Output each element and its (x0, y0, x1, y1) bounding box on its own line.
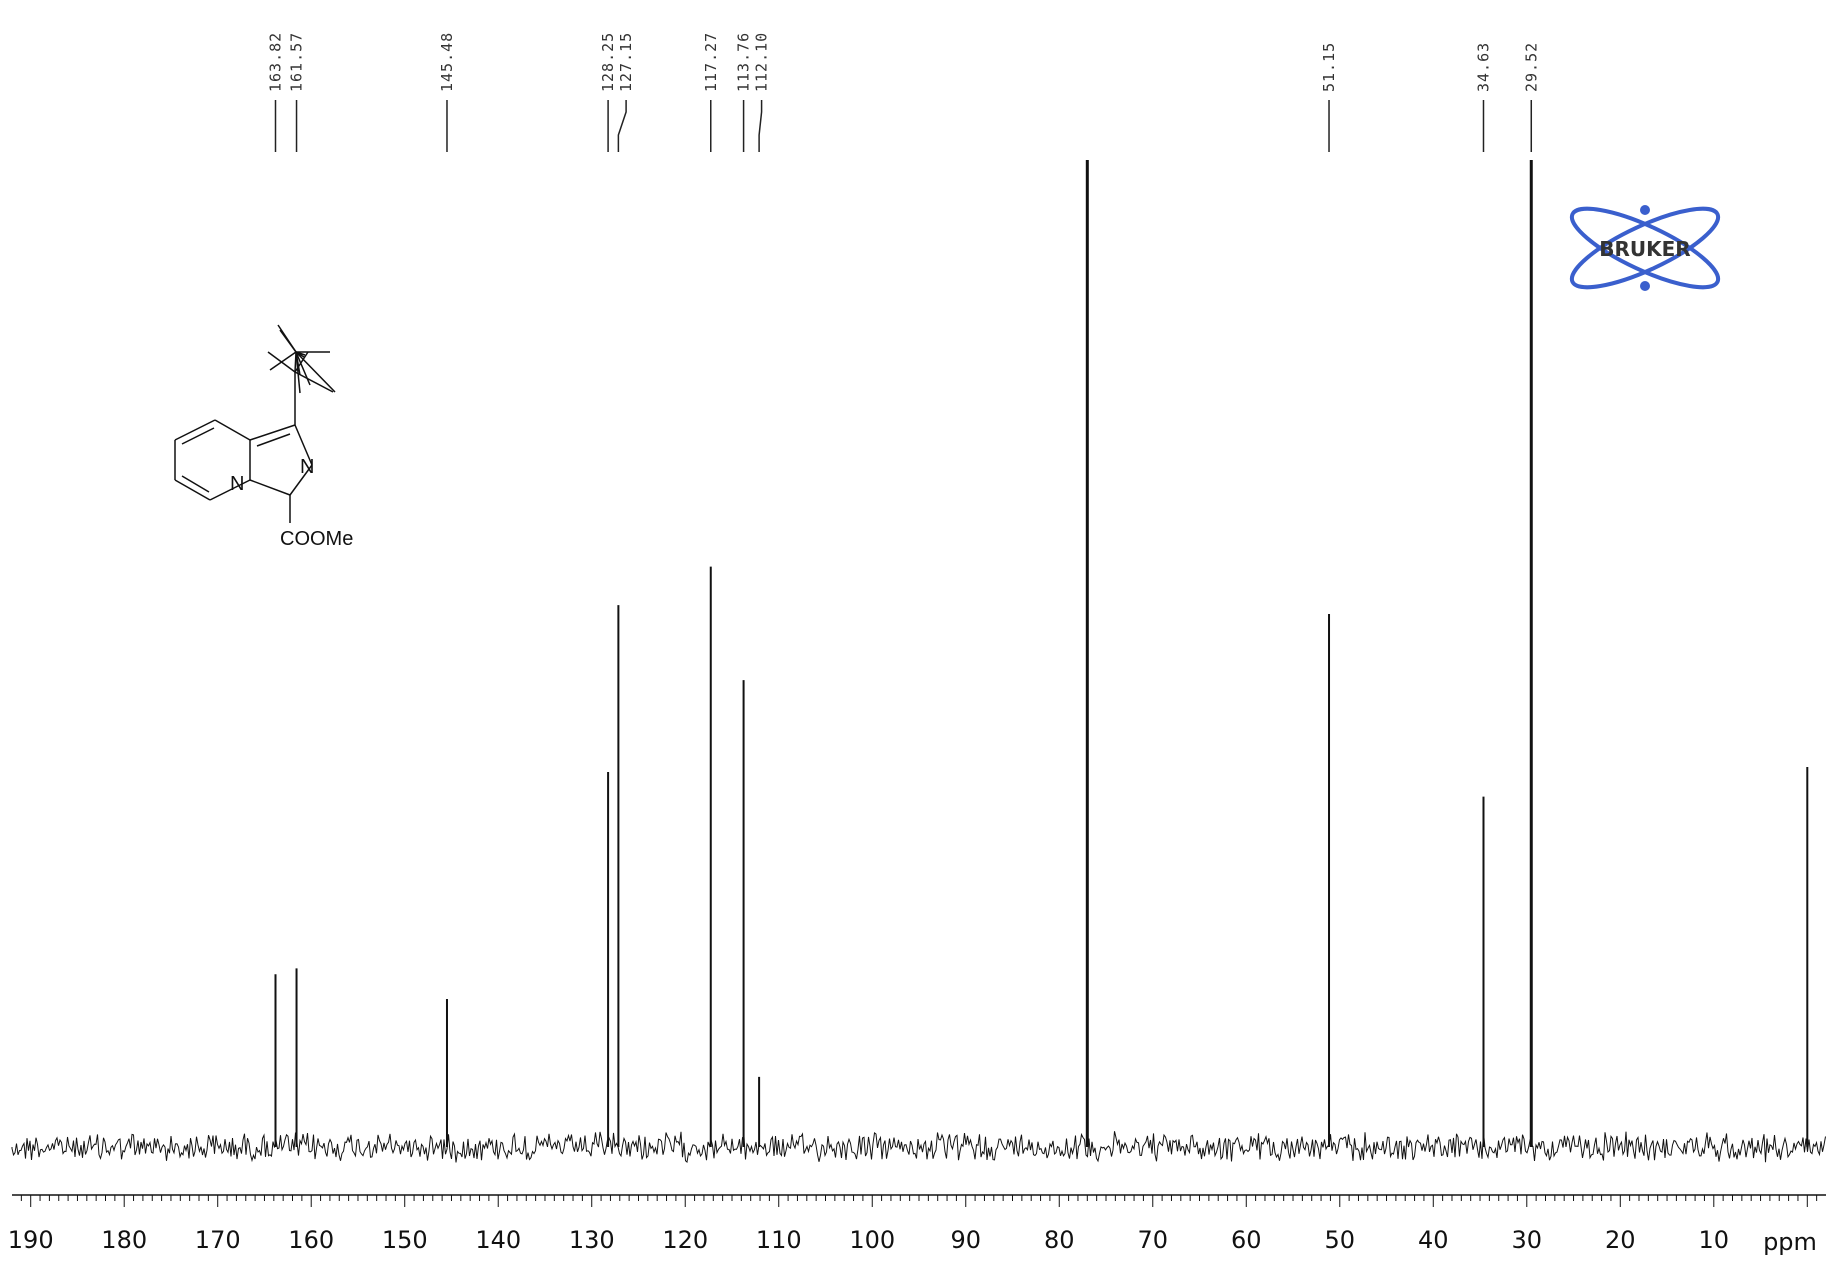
x-tick-label: 10 (1699, 1226, 1730, 1254)
peak-label: 161.57 (288, 32, 306, 92)
ring-n-label: N (300, 456, 314, 478)
peak-label: 163.82 (266, 32, 284, 92)
peak-label: 113.76 (735, 32, 753, 92)
ester-substituent-label: COOMe (280, 528, 353, 550)
peak-label: 34.63 (1474, 42, 1492, 92)
peak-label: 29.52 (1522, 42, 1540, 92)
peak-label: 145.48 (438, 32, 456, 92)
x-tick-label: 40 (1418, 1226, 1449, 1254)
x-tick-label: 20 (1605, 1226, 1636, 1254)
x-tick-label: 80 (1044, 1226, 1075, 1254)
peak-label: 127.15 (617, 32, 635, 92)
x-tick-label: 30 (1512, 1226, 1543, 1254)
x-tick-label: 50 (1324, 1226, 1355, 1254)
x-tick-label: 110 (756, 1226, 802, 1254)
x-tick-label: 150 (382, 1226, 428, 1254)
bruker-logo: BRUKER (1569, 205, 1721, 291)
bridge-n-label: N (230, 473, 244, 495)
x-tick-label: 120 (662, 1226, 708, 1254)
x-tick-label: 160 (288, 1226, 334, 1254)
x-tick-label: 60 (1231, 1226, 1262, 1254)
x-tick-label: 130 (569, 1226, 615, 1254)
x-tick-label: 140 (475, 1226, 521, 1254)
spectrum-peaks (274, 160, 1809, 1147)
peak-label-connector (617, 100, 627, 152)
molecule-structure (174, 324, 336, 523)
x-tick-label: 190 (8, 1226, 54, 1254)
bruker-logo-text: BRUKER (1599, 237, 1690, 261)
x-tick-label: 100 (849, 1226, 895, 1254)
spectrum-baseline (11, 1131, 1826, 1163)
peak-label: 117.27 (702, 32, 720, 92)
x-tick-label: 180 (101, 1226, 147, 1254)
x-tick-label: 70 (1137, 1226, 1168, 1254)
x-axis-unit-label: ppm (1763, 1228, 1817, 1256)
peak-label: 128.25 (599, 32, 617, 92)
peak-lines (274, 100, 1533, 152)
peak-label: 51.15 (1320, 42, 1338, 92)
peak-label: 112.10 (753, 32, 771, 92)
x-tick-label: 90 (950, 1226, 981, 1254)
x-tick-label: 170 (195, 1226, 241, 1254)
x-axis: 190 180 170 160 150 140 130 120 110 100 90 80 70 60 50… (8, 1194, 1826, 1254)
peak-label-connector (758, 100, 763, 152)
peak-labels: 163.82 161.57 145.48 128.25 127.15 117.27 113.… (266, 32, 1540, 92)
